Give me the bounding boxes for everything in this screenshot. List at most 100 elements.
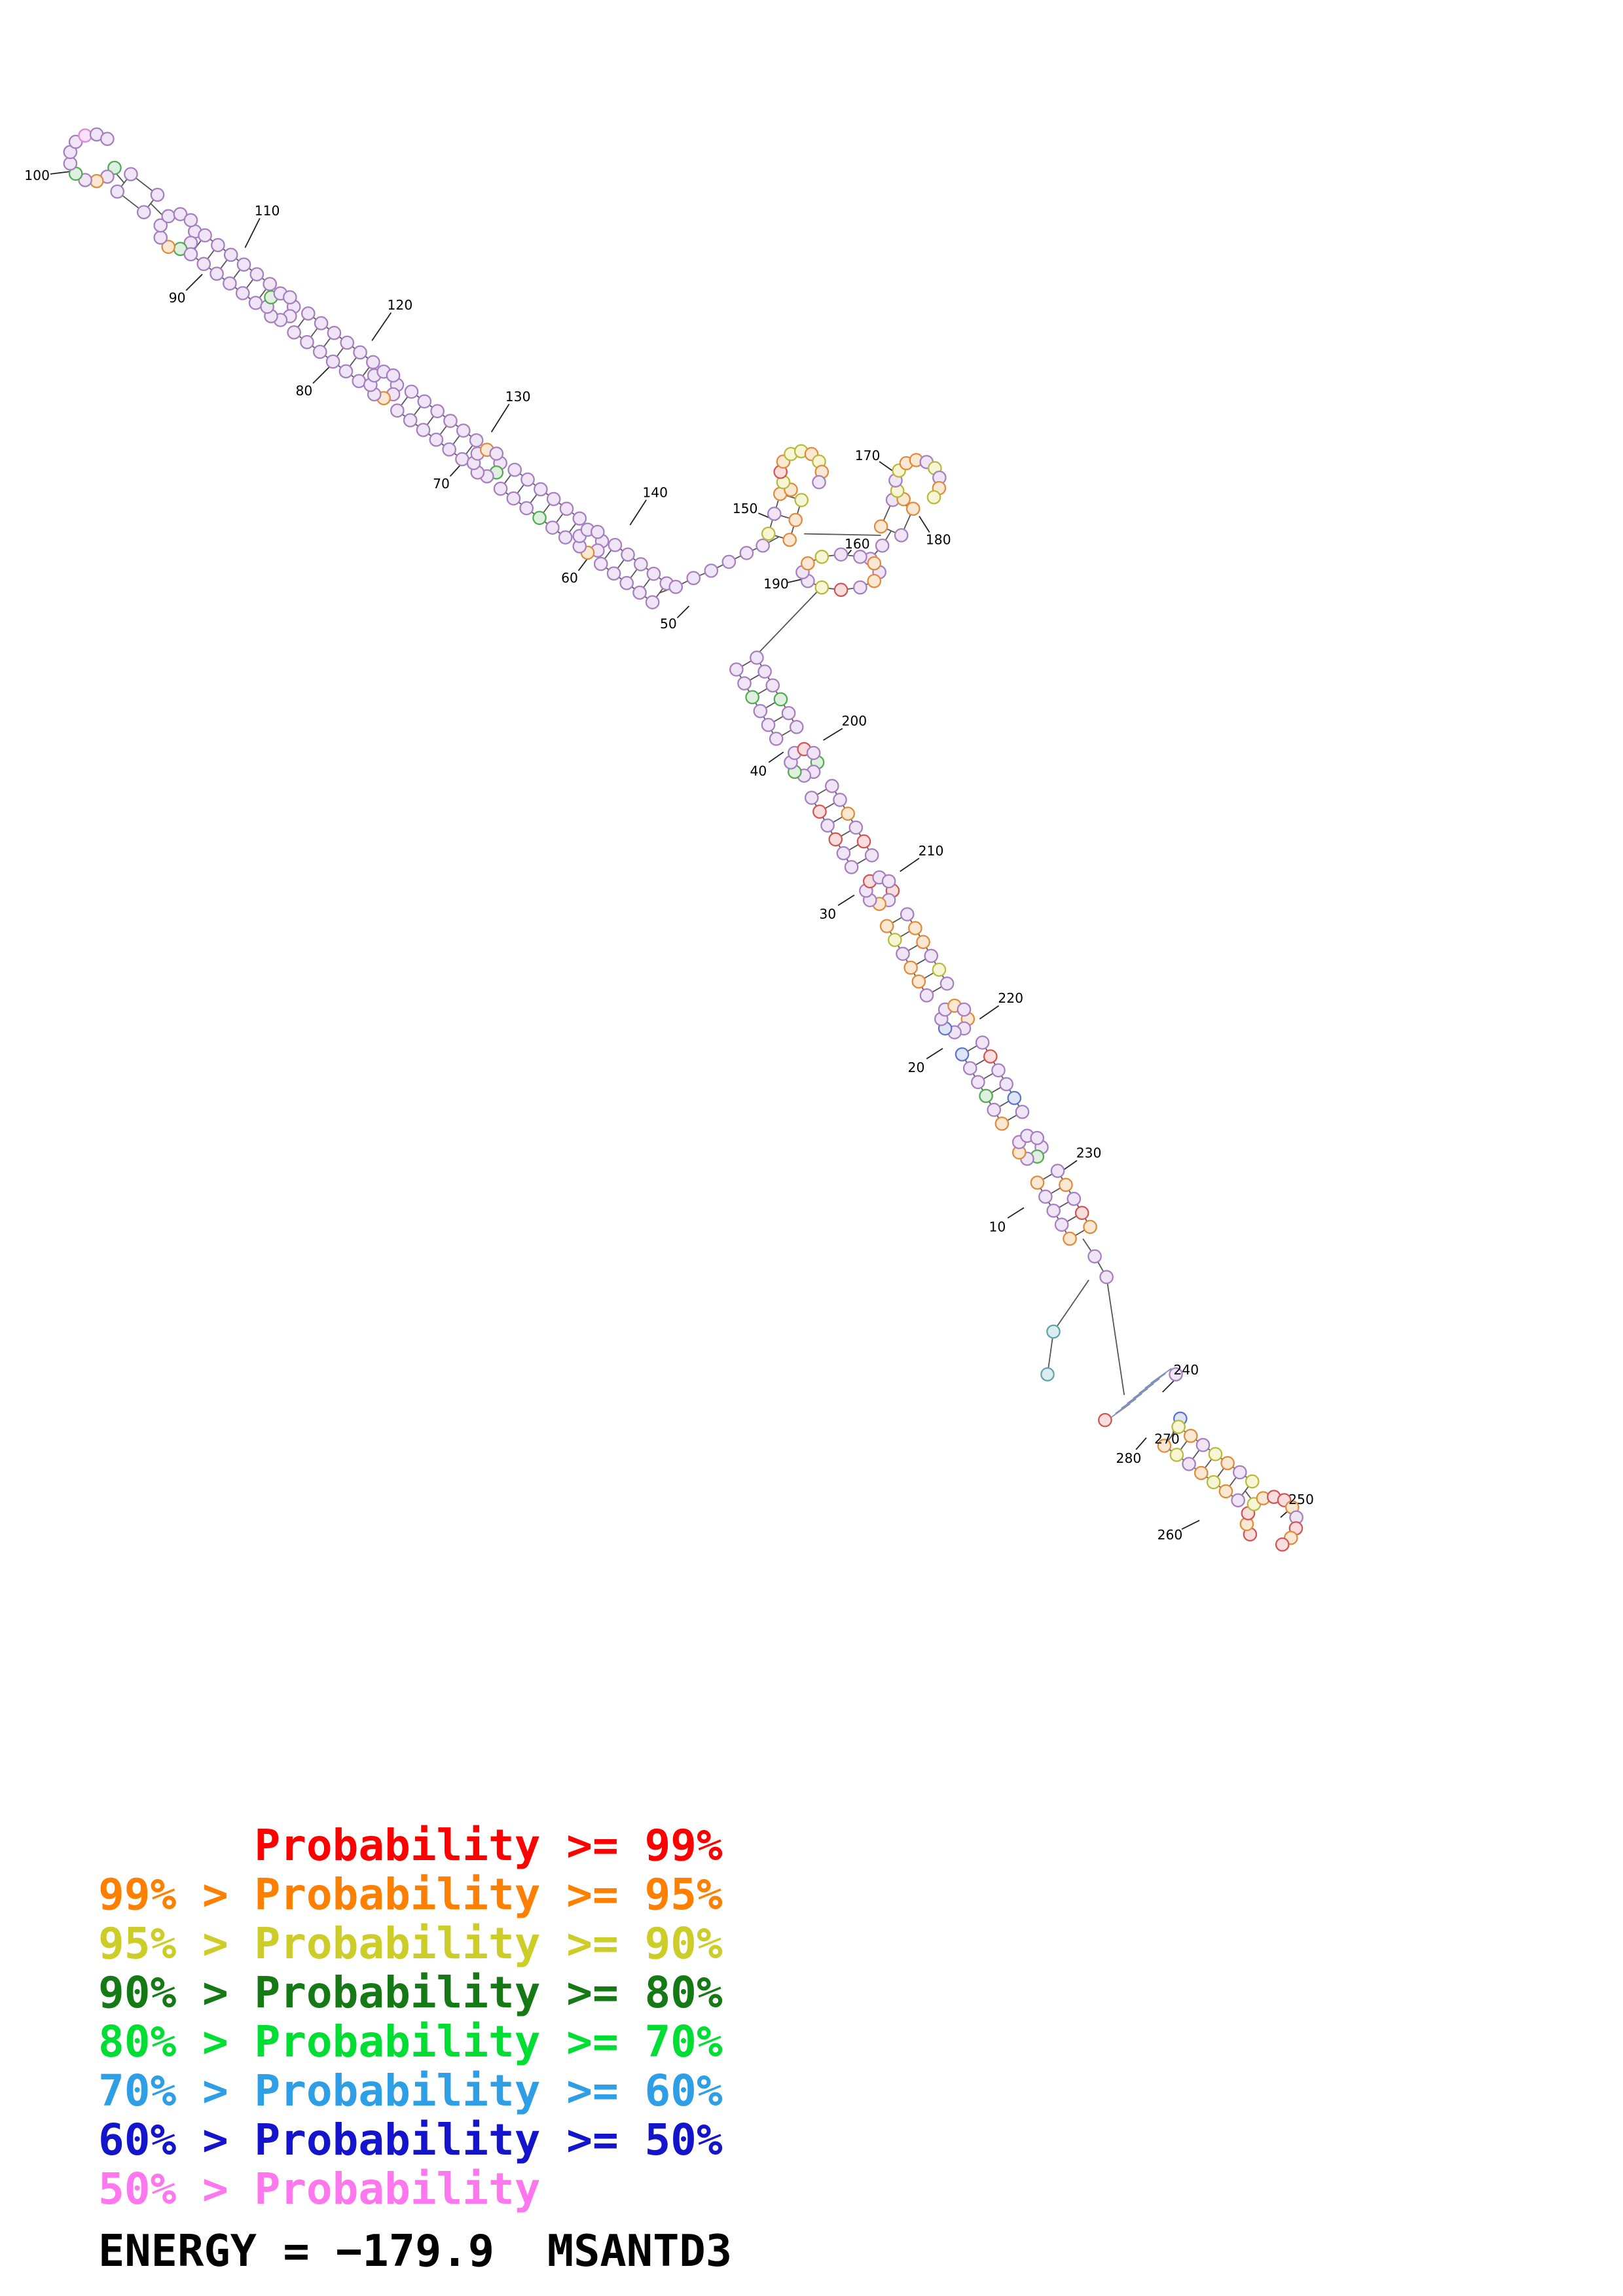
nucleotide-dot (1015, 1104, 1030, 1119)
nucleotide-dot (235, 286, 250, 300)
nucleotide-dot (150, 187, 165, 202)
nucleotide-dot (1206, 1475, 1221, 1490)
nucleotide-dot (841, 806, 855, 821)
position-label: 260 (1158, 1527, 1183, 1543)
nucleotide-dot (773, 692, 788, 707)
nucleotide-dot (887, 933, 902, 947)
energy-label: ENERGY = −179.9 MSANTD3 (98, 2225, 733, 2276)
nucleotide-dot (263, 277, 277, 291)
nucleotide-dot (593, 556, 608, 571)
nucleotide-dot (1232, 1465, 1247, 1480)
nucleotide-dot (932, 962, 947, 977)
nucleotide-dot (814, 580, 830, 595)
nucleotide-dot (248, 295, 263, 310)
nucleotide-dot (848, 820, 864, 835)
nucleotide-dot (1182, 1457, 1196, 1471)
legend-line: 95% > Probability >= 90% (98, 1918, 723, 1969)
position-label: 230 (1076, 1145, 1102, 1161)
nucleotide-dot (1059, 1177, 1073, 1193)
nucleotide-dot (606, 566, 621, 581)
nucleotide-dot (737, 676, 752, 691)
nucleotide-dot (971, 1075, 985, 1090)
position-label: 100 (24, 168, 50, 183)
nucleotide-dot (1157, 1439, 1172, 1453)
nucleotide-dot (493, 481, 508, 496)
nucleotide-dot (489, 446, 504, 461)
nucleotide-dot (999, 1077, 1013, 1092)
nucleotide-dot (804, 791, 819, 805)
nucleotide-dot (1054, 1217, 1069, 1232)
nucleotide-dot (900, 907, 915, 922)
nucleotide-dot (1195, 1437, 1211, 1452)
nucleotide-dot (1099, 1270, 1114, 1284)
nucleotide-dot (833, 547, 848, 562)
nucleotide-dot (645, 595, 660, 609)
nucleotide-dot (519, 501, 534, 516)
nucleotide-dot (325, 354, 340, 369)
nucleotide-dot (761, 526, 776, 541)
nucleotide-dot (353, 345, 367, 360)
nucleotide-dot (404, 384, 419, 399)
position-label: 110 (255, 203, 280, 219)
nucleotide-dot (312, 344, 327, 359)
nucleotide-dot (1245, 1474, 1260, 1489)
position-label: 270 (1154, 1431, 1180, 1447)
nucleotide-dot (386, 368, 401, 383)
nucleotide-dot (820, 818, 835, 833)
nucleotide-dot (301, 306, 316, 321)
nucleotide-dot (864, 848, 879, 863)
position-label: 180 (926, 531, 951, 547)
nucleotide-dot (750, 651, 764, 665)
nucleotide-dot (366, 355, 380, 370)
legend-line: 70% > Probability >= 60% (98, 2066, 723, 2116)
nucleotide-dot (765, 678, 780, 693)
nucleotide-dot (801, 556, 815, 571)
nucleotide-dot (608, 537, 623, 552)
nucleotide-dot (1074, 1206, 1089, 1220)
nucleotide-dot (429, 433, 444, 447)
nucleotide-dot (340, 335, 355, 350)
nucleotide-dot (442, 442, 456, 457)
nucleotide-dot (991, 1063, 1006, 1078)
nucleotide-dot (896, 946, 910, 961)
nucleotide-dot (300, 334, 314, 350)
nucleotide-dot (390, 403, 405, 418)
nucleotide-dot (812, 475, 826, 490)
nucleotide-dot (1087, 1249, 1102, 1264)
nucleotide-dot (532, 511, 547, 526)
nucleotide-dot (825, 779, 839, 793)
nucleotide-dot (110, 184, 125, 199)
legend-line: 60% > Probability >= 50% (98, 2115, 723, 2165)
nucleotide-dot (559, 501, 574, 516)
nucleotide-dot (881, 874, 896, 889)
nucleotide-dot (223, 247, 238, 262)
nucleotide-dot (469, 433, 484, 448)
nucleotide-dot (534, 482, 548, 497)
nucleotide-dot (430, 404, 445, 418)
position-label: 140 (642, 484, 668, 500)
nucleotide-dot (455, 452, 469, 467)
nucleotide-dot (833, 583, 848, 598)
position-label: 60 (561, 570, 578, 586)
legend-line: 80% > Probability >= 70% (98, 2017, 723, 2067)
nucleotide-dot (619, 576, 634, 590)
nucleotide-dot (1083, 1219, 1097, 1234)
nucleotide-dot (78, 128, 92, 143)
nucleotide-dot (211, 238, 225, 253)
nucleotide-dot (136, 205, 151, 220)
nucleotide-dot (506, 491, 521, 506)
nucleotide-dot (183, 247, 198, 262)
nucleotide-dot (1194, 1465, 1209, 1480)
nucleotide-dot (1007, 1090, 1022, 1105)
nucleotide-dot (911, 974, 926, 989)
nucleotide-dot (1220, 1456, 1235, 1471)
nucleotide-dot (875, 538, 890, 553)
nucleotide-dot (1040, 1367, 1055, 1382)
nucleotide-dot (183, 213, 198, 228)
legend-line: 50% > Probability (98, 2164, 541, 2214)
position-label: 30 (819, 906, 836, 922)
nucleotide-dot (621, 547, 635, 562)
position-label: 130 (505, 389, 531, 404)
